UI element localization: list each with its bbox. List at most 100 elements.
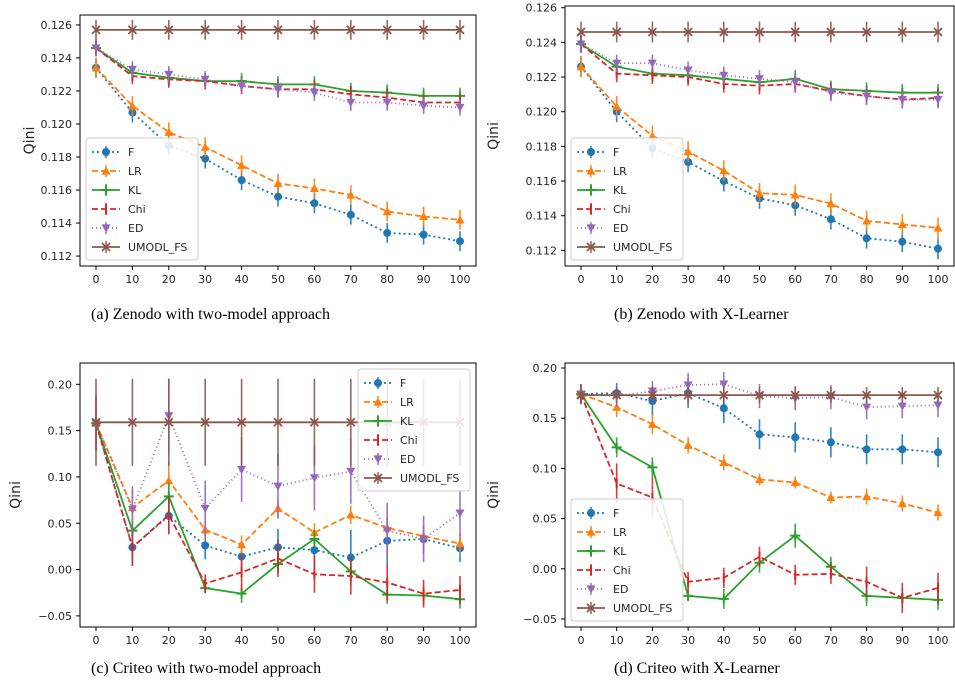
- data-point: [274, 192, 282, 201]
- chart-panel-d: −0.05 0.00 0.05 0.10 0.15 0.20 0 10 20 30 40 50 60 70…: [486, 362, 955, 647]
- data-point: [683, 590, 694, 601]
- data-point: [346, 467, 356, 476]
- data-point: [790, 190, 800, 199]
- data-point: [897, 96, 907, 105]
- data-point: [382, 25, 392, 35]
- y-tick-label: 0.120: [526, 106, 558, 119]
- data-point: [310, 199, 319, 208]
- data-point: [862, 492, 872, 501]
- y-tick-label: 0.00: [48, 564, 73, 577]
- legend-item: LR: [92, 165, 142, 178]
- data-point: [612, 102, 622, 111]
- y-axis-title: Qini: [8, 481, 24, 509]
- data-point: [310, 546, 319, 555]
- legend: F LR KL Chi ED UMODL_FS: [570, 137, 684, 261]
- legend-label: Chi: [613, 564, 631, 577]
- data-point: [862, 403, 872, 412]
- legend-item: KL: [364, 415, 414, 428]
- legend-item: F: [577, 507, 619, 520]
- data-point: [791, 433, 800, 442]
- data-point: [346, 190, 356, 199]
- legend-marker: [373, 397, 383, 406]
- data-point: [790, 477, 800, 487]
- data-point: [273, 482, 283, 491]
- data-point: [683, 440, 693, 449]
- series-line: [95, 413, 461, 540]
- x-tick-label: 100: [928, 273, 949, 286]
- data-point: [236, 25, 247, 35]
- y-tick-label: 0.124: [41, 52, 73, 65]
- data-point: [273, 85, 283, 94]
- legend-label: ED: [128, 222, 143, 235]
- legend-item: UMODL_FS: [577, 602, 672, 615]
- series-umodl-fs: [576, 21, 943, 43]
- x-tick-label: 40: [717, 273, 731, 286]
- data-point: [346, 98, 356, 108]
- series-line: [580, 393, 939, 599]
- legend-label: Chi: [613, 203, 631, 216]
- data-point: [862, 445, 871, 454]
- legend: F LR KL Chi ED UMODL_FS: [570, 498, 684, 622]
- legend-label: UMODL_FS: [613, 602, 672, 615]
- data-point: [576, 62, 586, 71]
- data-point: [790, 27, 800, 37]
- plot-area: [576, 372, 943, 613]
- data-point: [754, 27, 765, 37]
- data-point: [200, 504, 210, 513]
- x-tick-label: 20: [645, 273, 659, 286]
- y-tick-label: 0.116: [41, 184, 73, 197]
- x-tick-label: 60: [307, 634, 321, 647]
- series-line: [95, 47, 461, 109]
- x-tick-label: 90: [895, 273, 909, 286]
- data-point: [201, 154, 210, 163]
- legend-marker: [101, 224, 111, 233]
- data-point: [455, 103, 465, 112]
- x-tick-label: 20: [162, 273, 176, 286]
- data-point: [382, 207, 392, 216]
- data-point: [719, 27, 729, 37]
- data-point: [309, 25, 320, 35]
- data-point: [647, 59, 657, 68]
- x-tick-label: 40: [235, 634, 249, 647]
- data-point: [455, 539, 465, 548]
- y-axis-title: Qini: [486, 481, 502, 509]
- data-point: [455, 25, 465, 35]
- y-tick-label: 0.20: [48, 378, 73, 391]
- y-axis-title: Qini: [486, 122, 502, 150]
- legend-marker: [373, 416, 383, 426]
- x-tick-label: 0: [578, 634, 585, 647]
- data-point: [419, 535, 429, 544]
- plot-area: [576, 21, 943, 260]
- x-tick-label: 70: [824, 634, 838, 647]
- data-point: [346, 210, 355, 219]
- data-point: [897, 390, 907, 400]
- x-tick-label: 20: [162, 634, 176, 647]
- x-tick-label: 80: [860, 634, 874, 647]
- y-tick-label: 0.120: [41, 118, 73, 131]
- legend-label: LR: [128, 165, 142, 178]
- x-tick-label: 0: [93, 273, 100, 286]
- series-ed: [576, 35, 943, 109]
- data-point: [683, 381, 693, 390]
- data-point: [933, 508, 943, 517]
- x-tick-label: 30: [198, 273, 212, 286]
- caption-a: (a) Zenodo with two-model approach: [91, 306, 331, 323]
- legend-item: KL: [92, 184, 142, 197]
- y-tick-label: −0.05: [523, 613, 557, 626]
- data-point: [91, 417, 101, 427]
- x-tick-label: 10: [125, 634, 139, 647]
- data-point: [933, 401, 943, 410]
- data-point: [612, 27, 622, 37]
- data-point: [273, 178, 283, 188]
- data-point: [897, 27, 907, 37]
- data-point: [718, 593, 729, 604]
- data-point: [419, 211, 429, 221]
- y-tick-label: 0.05: [48, 517, 73, 530]
- data-point: [755, 430, 764, 439]
- data-point: [309, 89, 319, 98]
- legend-label: LR: [613, 165, 627, 178]
- data-point: [309, 534, 320, 544]
- y-tick-label: 0.122: [41, 85, 73, 98]
- legend-marker: [587, 509, 595, 517]
- legend-label: LR: [400, 396, 414, 409]
